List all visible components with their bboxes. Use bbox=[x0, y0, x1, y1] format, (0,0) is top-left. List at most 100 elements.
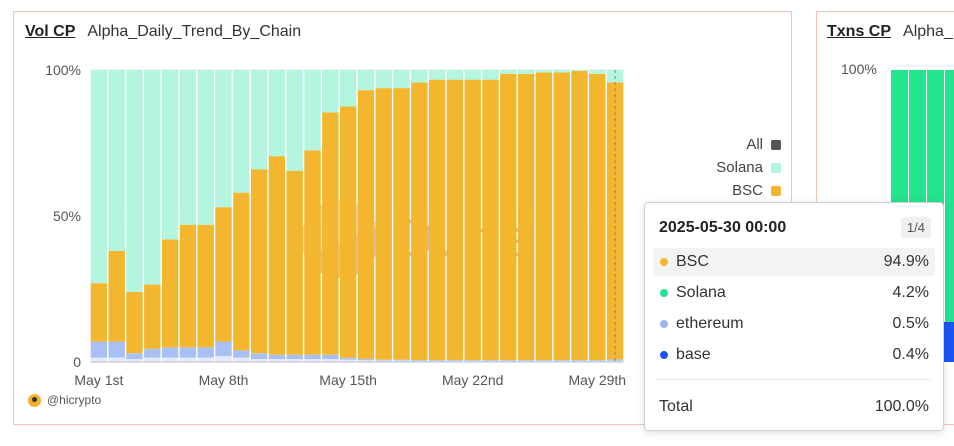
stacked-bar-chart: 0 50% 100% May 1st May 8th May 15th May 22nd Ma… bbox=[45, 62, 627, 388]
bar-bsc bbox=[108, 251, 125, 342]
bar-ethereum bbox=[482, 359, 499, 361]
bar-ethereum bbox=[500, 359, 517, 361]
bar-solana bbox=[179, 70, 197, 225]
bar-bsc bbox=[464, 79, 481, 360]
bar-solana bbox=[500, 70, 517, 74]
bar-ethereum bbox=[161, 347, 179, 358]
bar-ethereum bbox=[393, 359, 410, 361]
bar-ethereum bbox=[517, 359, 535, 361]
bar-base bbox=[393, 360, 410, 362]
bar-solana bbox=[464, 70, 481, 80]
tooltip-series-value: 4.2% bbox=[892, 284, 929, 301]
bar-solana bbox=[357, 70, 375, 91]
legend-item-bsc[interactable]: BSC bbox=[732, 182, 781, 199]
bar-bsc bbox=[215, 207, 232, 342]
tooltip-row-bsc: BSC 94.9% bbox=[653, 248, 935, 276]
bar-solana bbox=[571, 70, 588, 71]
y-tick-label: 50% bbox=[53, 208, 81, 224]
legend-label: BSC bbox=[732, 182, 763, 199]
bar-solana bbox=[233, 70, 250, 193]
bar-solana bbox=[322, 70, 339, 113]
tooltip-total-label: Total bbox=[659, 398, 693, 415]
bar-base bbox=[428, 360, 446, 362]
bar-base bbox=[606, 360, 624, 362]
vol-cp-tab[interactable]: Vol CP bbox=[25, 23, 76, 40]
bar-base bbox=[571, 360, 588, 362]
bar-solana bbox=[553, 70, 570, 73]
bar-bsc bbox=[553, 72, 570, 360]
bar-bsc bbox=[161, 239, 179, 348]
bar-base bbox=[161, 357, 179, 362]
bar-bsc bbox=[500, 73, 517, 360]
bar-bsc bbox=[304, 150, 321, 355]
bar-bsc bbox=[428, 79, 446, 360]
x-tick-label: May 8th bbox=[199, 372, 249, 388]
y-tick-label: 100% bbox=[45, 62, 81, 78]
bar-base bbox=[215, 356, 232, 362]
bar-base bbox=[375, 360, 392, 362]
bar-ethereum bbox=[126, 353, 143, 360]
bar-solana bbox=[428, 70, 446, 80]
legend-item-all[interactable]: All bbox=[746, 136, 781, 153]
bar-bsc bbox=[393, 88, 410, 360]
x-tick-label: May 22nd bbox=[442, 372, 503, 388]
bar-solana bbox=[339, 70, 357, 107]
bar-ethereum bbox=[339, 357, 357, 360]
x-tick-label: May 29th bbox=[569, 372, 627, 388]
bar-solana bbox=[90, 70, 108, 284]
bar-ethereum bbox=[571, 359, 588, 361]
bar-ethereum bbox=[286, 354, 303, 360]
bar-bsc bbox=[250, 169, 268, 354]
series-dot-icon bbox=[660, 351, 668, 359]
legend-label: All bbox=[746, 136, 763, 153]
bar-ethereum bbox=[357, 358, 375, 361]
bar-base bbox=[108, 357, 125, 362]
bar-ethereum bbox=[90, 341, 108, 358]
bar-bsc bbox=[446, 79, 464, 360]
bar-base bbox=[339, 359, 357, 362]
legend-swatch bbox=[771, 185, 781, 196]
bar-solana bbox=[446, 70, 464, 80]
legend-item-solana[interactable]: Solana bbox=[716, 159, 781, 176]
bar-solana bbox=[411, 70, 428, 83]
bar-ethereum bbox=[535, 359, 553, 361]
bar-bsc bbox=[535, 72, 553, 360]
bar-base bbox=[233, 357, 250, 362]
tooltip-total-value: 100.0% bbox=[874, 398, 929, 415]
bar-ethereum bbox=[464, 359, 481, 361]
bar-bsc bbox=[179, 224, 197, 348]
bar-bsc bbox=[375, 88, 392, 360]
x-tick-label: May 1st bbox=[74, 372, 123, 388]
bar-base bbox=[535, 360, 553, 362]
tooltip-page-indicator[interactable]: 1/4 bbox=[900, 217, 931, 238]
legend-swatch bbox=[771, 162, 781, 173]
bar-bsc bbox=[233, 192, 250, 351]
bar-ethereum bbox=[250, 353, 268, 360]
bar-ethereum bbox=[589, 359, 606, 361]
tooltip-date: 2025-05-30 00:00 bbox=[659, 219, 787, 236]
tooltip-series-label: BSC bbox=[676, 253, 709, 270]
tooltip-series-value: 0.5% bbox=[892, 315, 929, 332]
bar-bsc bbox=[517, 73, 535, 360]
bar-base bbox=[304, 359, 321, 362]
bar-solana bbox=[215, 70, 232, 208]
bar-solana bbox=[197, 70, 214, 225]
bar-bsc bbox=[482, 79, 499, 360]
bar-ethereum bbox=[144, 348, 161, 358]
bar-bsc bbox=[339, 106, 357, 358]
bar-base bbox=[250, 359, 268, 362]
bar-base bbox=[553, 360, 570, 362]
bar-base bbox=[589, 360, 606, 362]
bar-solana bbox=[482, 70, 499, 80]
txns-cp-tab[interactable]: Txns CP bbox=[827, 23, 892, 40]
bar-solana bbox=[589, 70, 606, 74]
bar-base bbox=[268, 359, 286, 362]
bar-solana bbox=[535, 70, 553, 73]
bar-bsc bbox=[268, 156, 286, 355]
bar-solana bbox=[126, 70, 143, 292]
bar-ethereum bbox=[375, 359, 392, 361]
bar-bsc bbox=[90, 283, 108, 342]
bar-solana bbox=[517, 70, 535, 74]
bar-bsc bbox=[411, 82, 428, 360]
tooltip-divider bbox=[657, 379, 931, 380]
